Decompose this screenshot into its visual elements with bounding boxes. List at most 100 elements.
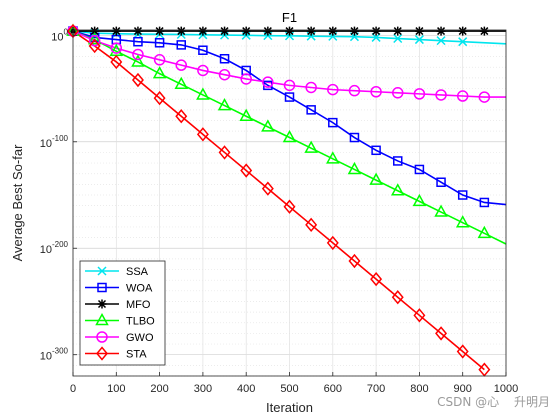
data-point-tlbo [369,172,383,185]
series-line-sta [72,30,485,371]
data-point-sta [261,181,274,196]
x-tick-label: 900 [454,383,472,395]
watermark: CSDN @心 ᅟ升明月 [437,395,550,409]
data-point-gwo [413,88,426,100]
data-point-sta [370,271,383,287]
data-point-mfo [241,26,251,36]
data-point-mfo [458,26,468,36]
data-point-tlbo [174,76,189,90]
data-point-gwo [283,79,296,92]
legend-label-mfo: MFO [126,299,151,311]
data-point-woa [414,164,425,175]
data-point-tlbo [261,119,275,132]
data-point-mfo [349,26,359,36]
data-point-tlbo [217,98,232,111]
legend-label-sta: STA [126,349,147,361]
data-point-gwo [305,81,317,94]
data-point-woa [306,105,316,115]
data-point-mfo [285,26,294,36]
data-point-mfo [220,26,230,36]
y-tick-label: 10-300 [40,347,69,363]
data-point-sta [283,199,296,214]
x-tick-label: 700 [367,383,385,395]
y-axis-label: Average Best So-far [10,144,25,261]
data-point-gwo [110,42,123,54]
x-tick-label: 500 [280,383,298,395]
data-point-sta [88,38,101,54]
data-point-sta [326,235,339,251]
series-line-woa [72,30,507,206]
data-point-tlbo [434,204,448,217]
x-tick-label: 800 [410,383,428,395]
data-point-woa [349,132,360,143]
data-point-tlbo [131,54,145,67]
legend-marker-mfo [97,299,107,309]
data-point-ssa [436,36,446,46]
data-point-woa [328,117,338,128]
data-point-woa [284,92,295,102]
data-point-woa [133,36,143,47]
x-tick-label: 1000 [494,383,518,395]
x-axis-ticks: 0 100 200 300 400 500 600 700 800 900 1000 [70,372,518,395]
data-point-mfo [393,26,403,36]
data-point-gwo [153,54,166,66]
data-point-mfo [111,26,121,36]
data-point-tlbo [477,225,492,239]
x-tick-label: 0 [70,383,76,395]
data-point-woa [457,190,468,200]
data-point-sta [175,109,188,124]
data-point-gwo [240,73,252,85]
data-point-sta [110,54,123,70]
data-point-ssa [414,35,424,45]
x-axis-label: Iteration [266,400,313,415]
data-point-mfo [371,26,381,36]
data-point-woa [393,156,403,166]
series-lines [72,30,507,371]
data-point-tlbo [326,151,340,164]
data-point-mfo [479,26,489,36]
data-point-tlbo [304,140,318,153]
data-point-woa [176,40,186,50]
x-tick-label: 400 [237,383,255,395]
legend-marker-ssa [97,266,107,276]
legend-box [79,260,166,366]
data-point-gwo [88,34,101,47]
series-markers [66,23,492,377]
y-axis-ticks: 100 10-100 10-200 10-300 [40,27,77,363]
data-point-sta [456,344,469,359]
data-point-tlbo [196,87,210,100]
data-point-sta [153,90,166,106]
data-point-woa [371,145,381,156]
data-point-sta [435,326,448,341]
data-point-tlbo [390,183,405,196]
data-point-sta [240,163,253,178]
data-point-mfo [436,26,446,36]
y-tick-label: 100 [51,27,68,43]
x-tick-label: 200 [150,383,168,395]
data-point-gwo [262,76,274,88]
data-point-mfo [198,26,208,36]
x-tick-label: 100 [107,383,125,395]
legend-marker-woa [97,282,107,293]
legend: SSA WOA MFO TLBO GWO STA [79,260,166,366]
data-point-ssa [393,33,403,44]
data-point-ssa [458,37,468,47]
y-tick-label: 10-100 [40,134,69,150]
legend-label-tlbo: TLBO [126,316,155,328]
y-tick-label: 10-200 [40,240,69,256]
data-point-mfo [176,26,186,36]
data-point-woa [198,45,208,55]
data-point-gwo [478,91,491,103]
data-point-gwo [435,89,447,101]
data-point-tlbo [455,215,470,228]
data-point-gwo [218,68,231,81]
data-point-gwo [132,48,144,61]
data-point-gwo [392,87,404,99]
data-point-gwo [327,83,339,96]
series-line-gwo [72,30,506,98]
data-point-sta [413,308,426,323]
data-point-tlbo [152,66,167,79]
data-point-gwo [370,85,382,98]
data-point-mfo [133,26,143,36]
